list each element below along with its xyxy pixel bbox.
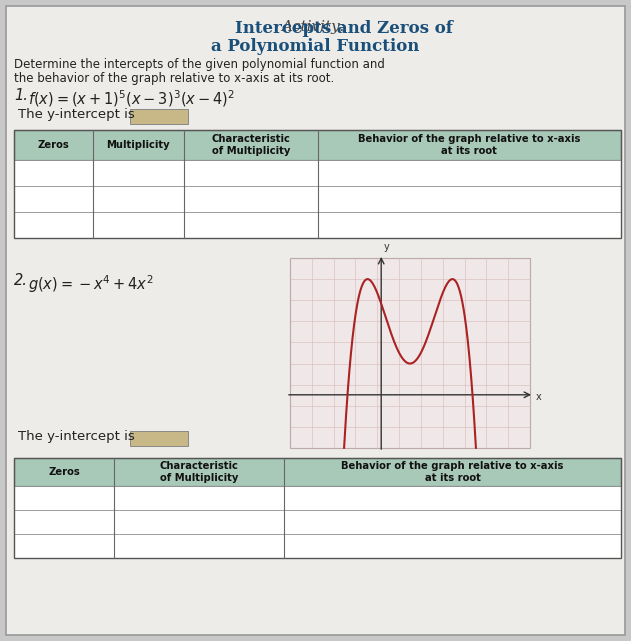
Bar bbox=[290, 258, 530, 448]
Bar bbox=[14, 160, 621, 186]
Text: Behavior of the graph relative to x-axis
at its root: Behavior of the graph relative to x-axis… bbox=[341, 462, 563, 483]
Text: Characteristic
of Multiplicity: Characteristic of Multiplicity bbox=[160, 462, 239, 483]
FancyBboxPatch shape bbox=[6, 6, 625, 635]
Bar bbox=[14, 212, 621, 238]
Text: Activity:: Activity: bbox=[281, 20, 350, 34]
Text: Characteristic
of Multiplicity: Characteristic of Multiplicity bbox=[211, 134, 290, 156]
Bar bbox=[14, 130, 621, 160]
Text: Determine the intercepts of the given polynomial function and: Determine the intercepts of the given po… bbox=[14, 58, 385, 71]
Bar bbox=[14, 486, 621, 510]
Text: 1.: 1. bbox=[14, 88, 28, 103]
Text: 2.: 2. bbox=[14, 273, 28, 288]
Text: The y-intercept is: The y-intercept is bbox=[18, 108, 135, 121]
Bar bbox=[14, 534, 621, 558]
Bar bbox=[14, 458, 621, 486]
Text: the behavior of the graph relative to x-axis at its root.: the behavior of the graph relative to x-… bbox=[14, 72, 334, 85]
Text: Behavior of the graph relative to x-axis
at its root: Behavior of the graph relative to x-axis… bbox=[358, 134, 581, 156]
Bar bbox=[14, 458, 621, 558]
Bar bbox=[130, 109, 188, 124]
Text: $g(x) = -x^4 + 4x^2$: $g(x) = -x^4 + 4x^2$ bbox=[28, 273, 153, 295]
Text: Multiplicity: Multiplicity bbox=[107, 140, 170, 150]
Text: $f(x) = (x + 1)^5(x - 3)^3(x - 4)^2$: $f(x) = (x + 1)^5(x - 3)^3(x - 4)^2$ bbox=[28, 88, 235, 109]
Bar bbox=[14, 510, 621, 534]
Text: y: y bbox=[384, 242, 390, 252]
Text: x: x bbox=[536, 392, 542, 402]
Bar bbox=[14, 186, 621, 212]
Bar bbox=[14, 130, 621, 238]
Text: The y-intercept is: The y-intercept is bbox=[18, 430, 135, 443]
Text: Zeros: Zeros bbox=[38, 140, 69, 150]
Bar bbox=[130, 431, 188, 446]
Text: Intercepts and Zeros of: Intercepts and Zeros of bbox=[235, 20, 452, 37]
Text: a Polynomial Function: a Polynomial Function bbox=[211, 38, 420, 55]
Text: Zeros: Zeros bbox=[48, 467, 80, 477]
